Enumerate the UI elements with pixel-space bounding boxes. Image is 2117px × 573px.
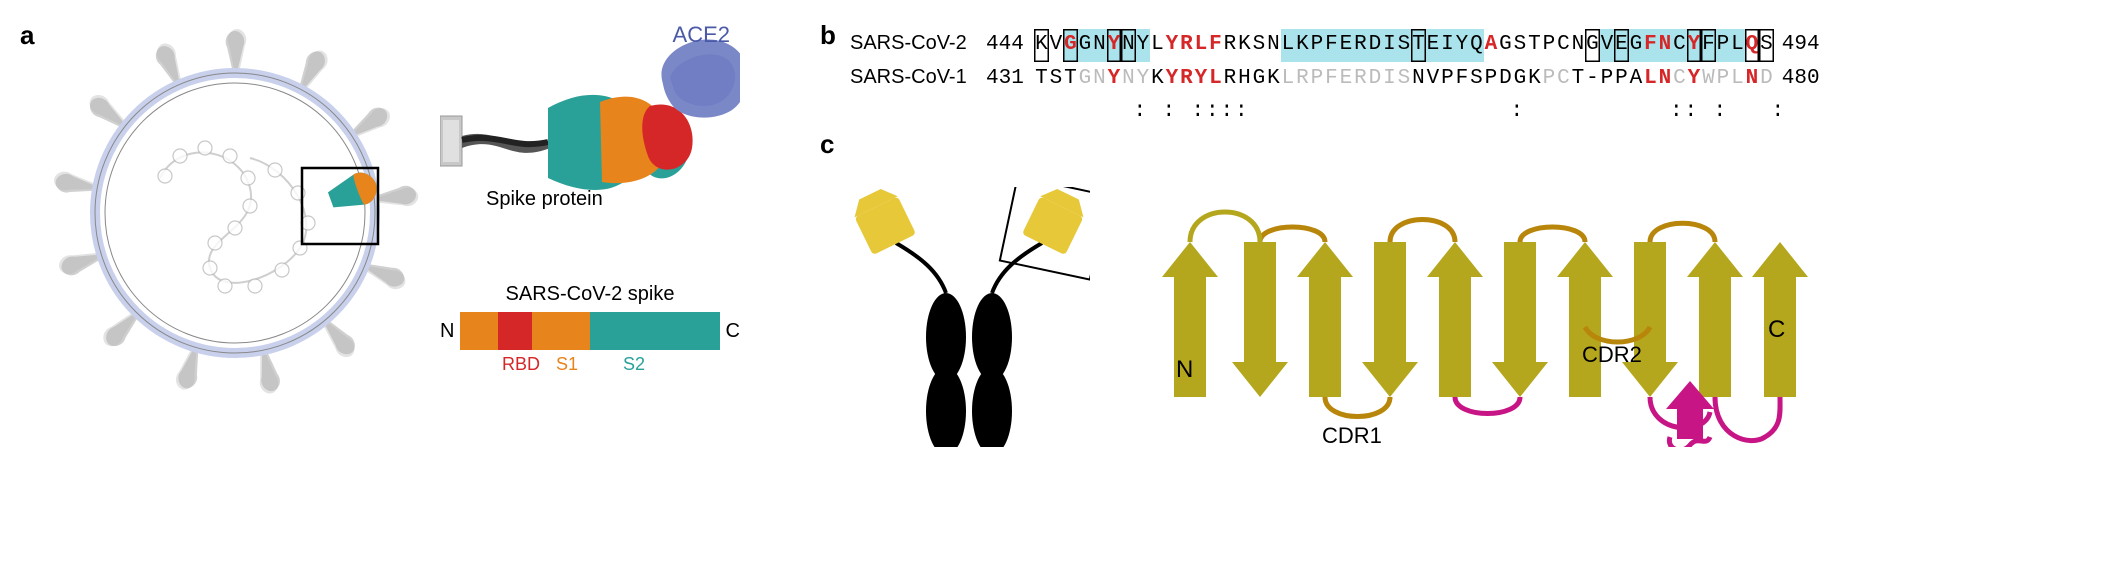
alignment-row: SARS-CoV-2444KVGGNYNYLYRLFRKSNLKPFERDIST… [850, 28, 1830, 62]
alignment-end-pos: 494 [1782, 29, 1830, 62]
alignment-end-pos: 480 [1782, 63, 1830, 96]
panel-a: a [20, 20, 780, 398]
alignment-row: SARS-CoV-1431TSTGNYNYKYRYLRHGKLRPFERDISN… [850, 62, 1830, 96]
n-terminus-label: N [440, 320, 454, 343]
cdr1-label: CDR1 [1322, 423, 1382, 447]
virion-diagram [50, 28, 420, 398]
spike-ace2-detail: ACE2 Spike protein SARS-CoV-2 spike N C [440, 28, 740, 375]
alignment-start-pos: 431 [986, 63, 1034, 96]
c-terminus-label: C [726, 320, 740, 343]
figure-row: a [20, 20, 2097, 447]
panel-a-label: a [20, 20, 34, 51]
spike-domain-bar: SARS-CoV-2 spike N C RBD S1 [440, 283, 740, 375]
ace2-label: ACE2 [673, 22, 730, 48]
domain-bar-rect [460, 312, 719, 350]
alignment-sequence: KVGGNYNYLYRLFRKSNLKPFERDISTEIYQAGSTPCNGV… [1034, 29, 1774, 62]
right-column: b SARS-CoV-2444KVGGNYNYLYRLFRKSNLKPFERDI… [820, 20, 2097, 447]
panel-b-label: b [820, 20, 836, 51]
alignment-sequence: TSTGNYNYKYRYLRHGKLRPFERDISNVPFSPDGKPCT-P… [1034, 63, 1774, 96]
panel-b: b SARS-CoV-2444KVGGNYNYLYRLFRKSNLKPFERDI… [820, 20, 1830, 129]
n-label: N [1176, 356, 1193, 383]
panel-c-label: c [820, 129, 834, 160]
s2-label: S2 [594, 354, 674, 375]
panel-a-content: ACE2 Spike protein SARS-CoV-2 spike N C [50, 28, 780, 398]
sequence-alignment: SARS-CoV-2444KVGGNYNYLYRLFRKSNLKPFERDIST… [850, 28, 1830, 129]
alignment-species-label: SARS-CoV-2 [850, 28, 986, 59]
alignment-start-pos: 444 [986, 29, 1034, 62]
cdr2-label: CDR2 [1582, 342, 1642, 367]
spike-protein-label: Spike protein [486, 188, 603, 211]
domain-bar-title: SARS-CoV-2 spike [440, 283, 740, 306]
nanobody-diagram: VHH [850, 187, 1090, 447]
alignment-species-label: SARS-CoV-1 [850, 62, 986, 93]
rbd-label: RBD [476, 354, 540, 375]
c-label: C [1768, 316, 1785, 343]
alignment-conservation: : : :::: : :: : : [1060, 96, 1800, 129]
domain-bar-labels: RBD S1 S2 [476, 354, 740, 375]
cdr3-label: CDR3 [1710, 445, 1770, 447]
vhh-topology: N C CDR1 CDR2 CDR3 [1150, 187, 1810, 447]
s1-label: S1 [540, 354, 594, 375]
panel-c: c [820, 129, 2097, 447]
